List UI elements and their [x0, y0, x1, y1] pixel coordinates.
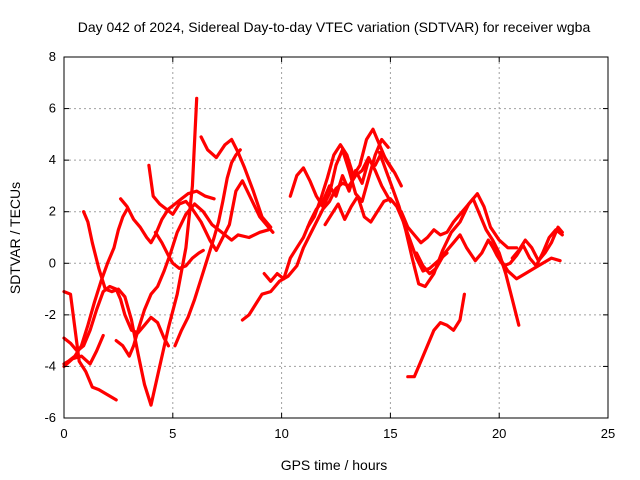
plot-area	[62, 96, 564, 407]
series-trace-7	[118, 189, 216, 245]
series-trace-17	[377, 150, 519, 289]
series-trace-16	[323, 194, 449, 273]
y-tick-label: 4	[49, 152, 56, 167]
series-trace-11	[199, 135, 273, 229]
y-tick-label: -6	[44, 410, 56, 425]
series-trace-14	[288, 137, 390, 209]
series-trace-3	[62, 284, 170, 353]
series-trace-15	[306, 127, 395, 229]
y-axis-label: SDTVAR / TECUs	[7, 182, 23, 294]
series-trace-13	[262, 150, 403, 283]
plot-frame	[63, 56, 609, 419]
series-trace-22	[510, 225, 564, 263]
series-trace-8	[147, 163, 275, 252]
series-trace-6	[114, 202, 271, 358]
axis-ticks: 0 5 10 15 20 25 -6 -4 -2 0 2 4 6 8	[44, 49, 615, 441]
series-trace-10	[173, 148, 242, 348]
x-tick-label: 20	[492, 426, 506, 441]
y-tick-label: -2	[44, 307, 56, 322]
y-tick-label: 6	[49, 101, 56, 116]
series-trace-19	[406, 292, 466, 379]
y-tick-label: 2	[49, 204, 56, 219]
chart-title: Day 042 of 2024, Sidereal Day-to-day VTE…	[78, 19, 591, 35]
x-tick-label: 0	[60, 426, 67, 441]
series-trace-18	[399, 197, 521, 327]
y-tick-label: -4	[44, 358, 56, 373]
series-trace-20	[414, 233, 562, 281]
y-tick-label: 0	[49, 255, 56, 270]
x-axis-label: GPS time / hours	[281, 457, 388, 473]
x-tick-label: 5	[169, 426, 176, 441]
grid	[64, 57, 608, 418]
series-trace-5	[62, 333, 105, 368]
series-trace-4	[81, 96, 199, 407]
x-tick-label: 25	[601, 426, 615, 441]
series-trace-12	[240, 156, 392, 322]
x-tick-label: 15	[383, 426, 397, 441]
series-trace-21	[488, 228, 564, 268]
y-tick-label: 8	[49, 49, 56, 64]
x-tick-label: 10	[274, 426, 288, 441]
series-trace-1	[62, 290, 118, 402]
series-trace-9	[153, 230, 205, 270]
